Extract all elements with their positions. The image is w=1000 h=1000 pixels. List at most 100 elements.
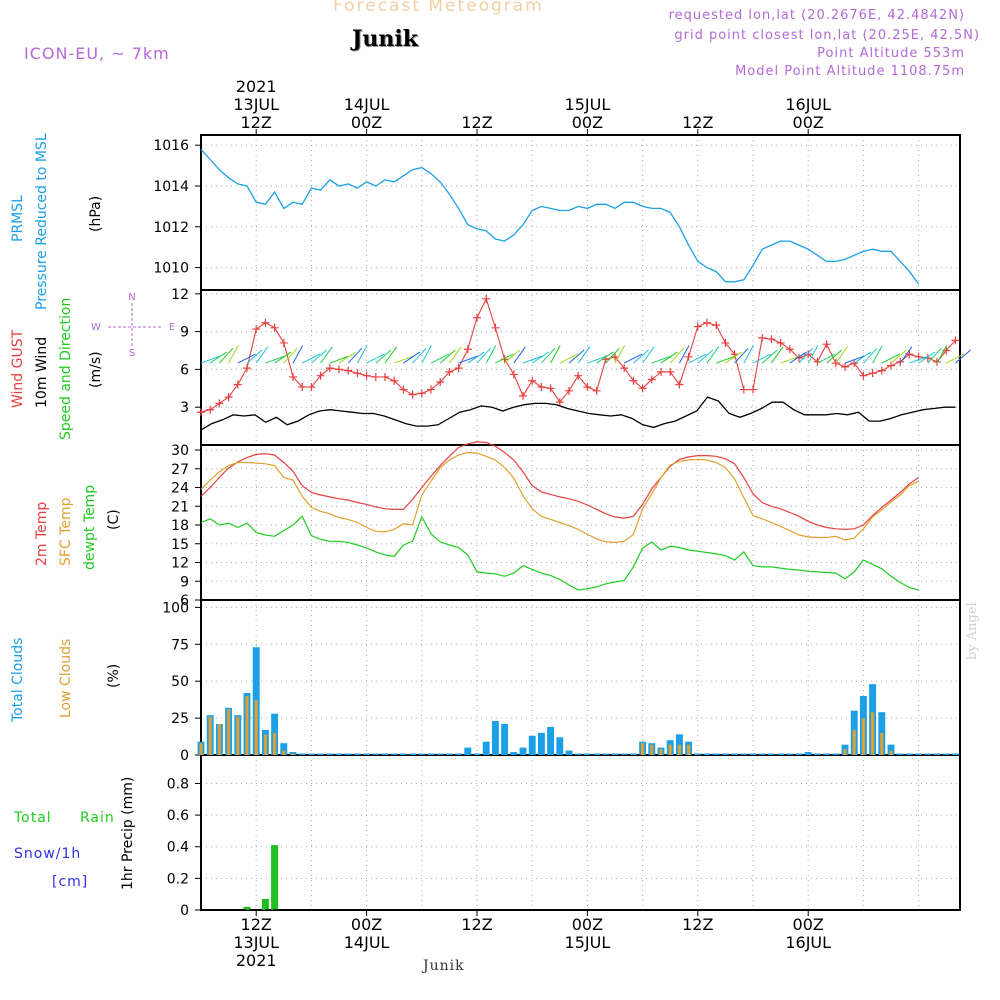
y-tick-label-temperature: 21 [171,499,189,515]
gust-marker [307,383,316,392]
low-cloud-bar [208,716,212,755]
wind-direction-arrow [936,345,948,364]
gust-marker [675,380,684,389]
wind-direction-arrow [642,346,655,364]
gust-marker [537,383,546,392]
low-cloud-bar [199,743,203,755]
gust-marker [592,386,601,395]
gust-marker [298,383,307,392]
wind-10m-line [200,396,956,431]
precip-total-label: Total [14,810,52,826]
gust-marker [749,385,757,394]
y-tick-label-pressure: 1016 [153,138,189,154]
gust-marker [482,294,491,303]
gust-marker [555,398,564,407]
total-cloud-bar [574,753,582,755]
compass-w: W [91,322,101,333]
y-tick-label-temperature: 12 [171,556,189,572]
wind-direction-arrow [412,347,427,364]
wind-direction-arrow [826,349,843,364]
gust-marker [371,372,380,381]
gust-marker [215,399,224,408]
gust-marker [574,371,583,380]
wind-direction-arrow [292,345,304,364]
low-cloud-bar [650,744,654,755]
low-cloud-bar [852,729,856,755]
gust-marker [206,405,215,414]
total-cloud-bar [344,753,352,755]
total-cloud-bar [565,750,573,755]
wind-direction-arrow [890,349,907,364]
x-label-top: 14JUL [344,95,390,114]
wind-direction-arrow [495,353,514,364]
total-cloud-bar [924,753,932,755]
wind-direction-arrow [311,349,327,364]
wind-direction-arrow [770,346,784,364]
compass-rose: N S W E [91,292,175,359]
total-cloud-bar [740,753,748,755]
total-cloud-bar [896,753,904,755]
total-cloud-bar [703,753,711,755]
total-cloud-bar [786,753,794,755]
wind-direction-arrow [945,353,965,364]
y-tick-label-pressure: 1012 [153,220,189,236]
x-label-top: 12Z [241,113,272,132]
gust-marker [546,384,555,393]
total-cloud-bar [731,753,739,755]
total-cloud-bar [767,753,775,755]
wind-direction-arrow [752,353,772,364]
total-cloud-bar [399,753,407,755]
panel-frame-clouds [200,599,961,756]
gust-marker [261,318,270,327]
gust-marker [399,385,408,394]
low-cloud-bar [668,744,672,755]
total-cloud-bar [409,753,417,755]
wind-direction-arrow [660,351,678,364]
total-cloud-bar [372,753,380,755]
y-tick-label-temperature: 30 [171,443,189,459]
gust-marker [721,338,730,347]
wind-direction-arrow [844,355,864,364]
total-cloud-bar [721,753,729,755]
wind-direction-arrow [734,347,749,364]
x-label-bottom: 13JUL [233,933,279,952]
watermark: by Angel [965,602,980,660]
rain-bar [243,906,251,910]
total-cloud-bar [813,753,821,755]
wind-direction-arrow [835,346,848,364]
gust-marker [859,371,868,380]
wind-direction-arrow [375,349,392,364]
y-tick-label-temperature: 27 [171,462,189,478]
gust-marker [795,354,803,363]
panel-frame-pressure [200,134,961,291]
wind-direction-arrow [320,346,333,364]
low-cloud-bar [861,718,865,755]
wind-direction-arrow [789,351,807,364]
wind-direction-arrow [246,349,263,364]
gust-marker [519,391,527,400]
y-tick-label-precip: 0.4 [167,840,189,856]
total-cloud-bar [537,732,545,755]
low-cloud-bar [227,709,231,755]
gust-marker [463,345,472,354]
y-tick-label-temperature: 6 [180,593,189,609]
total-cloud-bar [491,721,499,755]
gust-marker [712,321,721,330]
grid-point-location: grid point closest lon,lat (20.25E, 42.5… [674,28,980,43]
gust-marker [868,369,877,378]
gust-marker [224,393,233,402]
gust-marker [491,323,500,332]
gust-marker [933,357,941,366]
y-tick-label-precip: 0.8 [167,776,189,792]
low-cloud-bar [687,744,691,755]
compass-s: S [129,348,135,359]
total-cloud-bar [583,753,591,755]
total-cloud-bar [418,753,426,755]
total-cloud-bar [556,737,564,755]
total-cloud-bar [445,753,453,755]
wind-direction-arrow [513,346,526,364]
gust-marker [877,366,886,375]
total-cloud-bar [501,724,509,755]
gust-marker [335,365,343,374]
low-cloud-bar [263,734,267,755]
